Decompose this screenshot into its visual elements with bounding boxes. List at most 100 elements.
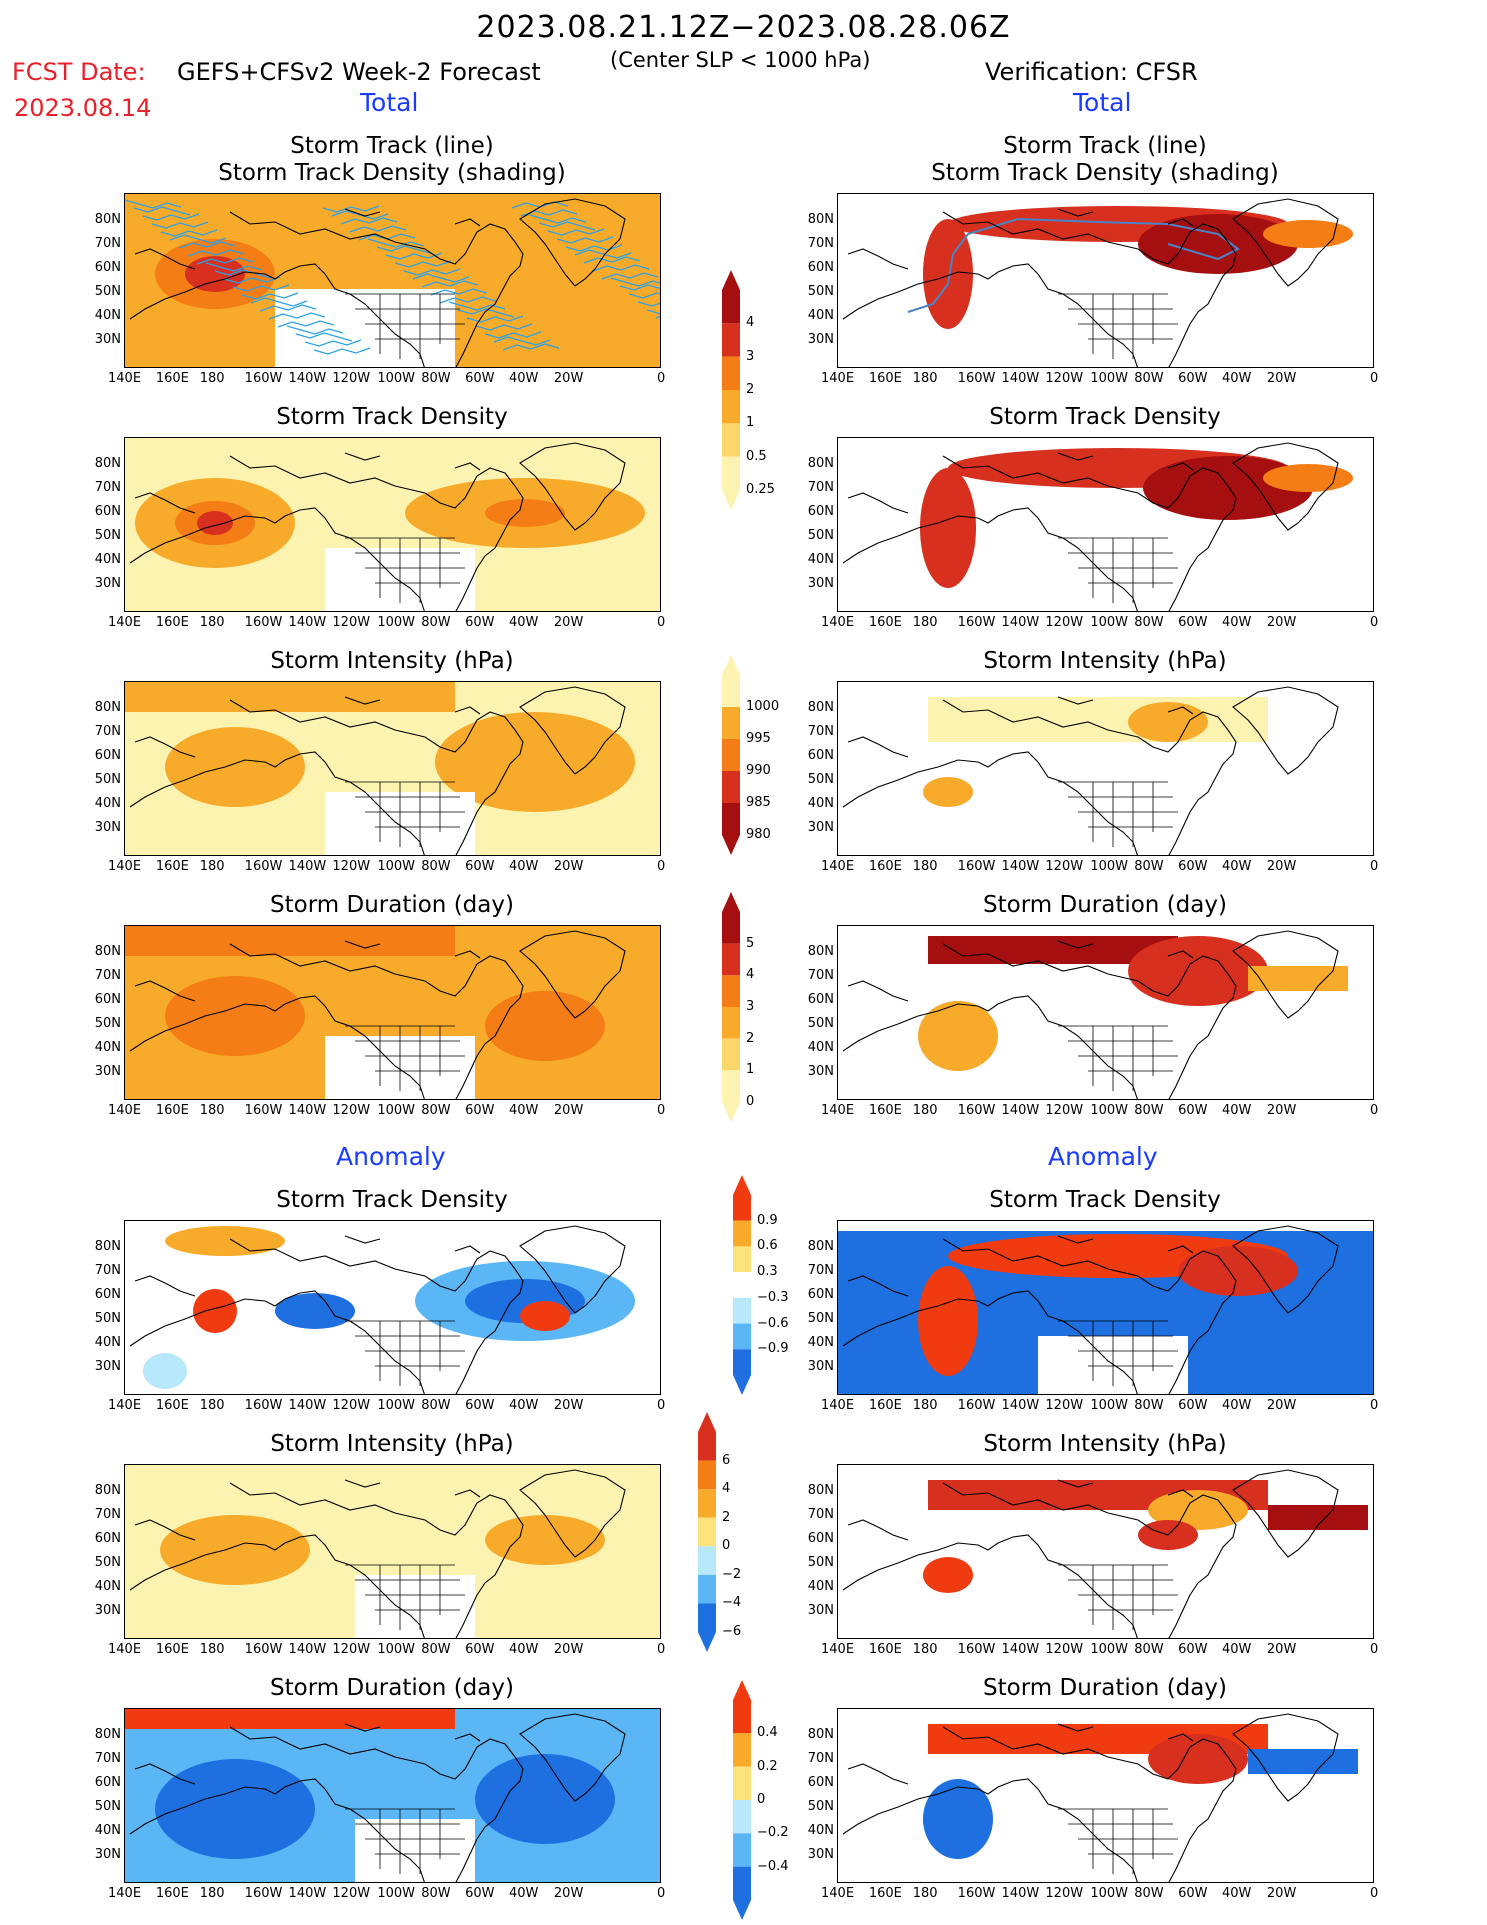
lon-label: 160W (244, 1103, 283, 1118)
lon-label: 160E (155, 371, 189, 386)
lat-label: 30N (807, 1847, 834, 1862)
lon-label: 120W (1045, 1398, 1084, 1413)
storm-track-line (160, 229, 218, 237)
lat-label: 50N (807, 1799, 834, 1814)
lon-label: 160E (868, 1642, 902, 1657)
shade-region (1263, 464, 1353, 492)
lon-label: 160W (244, 1886, 283, 1901)
colorbar-segment (722, 975, 740, 1007)
lon-label: 140E (108, 1398, 142, 1413)
storm-track-line (241, 292, 299, 300)
lat-label: 30N (807, 1064, 834, 1079)
title-l1a: Storm Track (line) (290, 133, 494, 159)
lat-label: 30N (94, 1847, 121, 1862)
lon-label: 160W (244, 1398, 283, 1413)
colorbar-segment (733, 1220, 751, 1247)
storm-track-line (376, 245, 434, 255)
lon-label: 140E (821, 859, 855, 874)
title-r7: Storm Duration (day) (983, 1675, 1227, 1701)
lon-label: 100W (377, 371, 416, 386)
colorbar-label: 4 (746, 967, 755, 983)
lon-label: 120W (1045, 1642, 1084, 1657)
storm-track-line (628, 292, 660, 299)
lon-label: 20W (553, 1103, 584, 1118)
map-panel-r1-left (124, 193, 661, 368)
map-shading (125, 1221, 660, 1394)
shade-region (1148, 1734, 1248, 1784)
lat-label: 50N (807, 772, 834, 787)
lon-label: 140E (108, 859, 142, 874)
lon-label: 60W (1178, 1886, 1208, 1901)
state-borders (345, 1320, 465, 1386)
colorbar-label: 1 (746, 415, 755, 431)
coastline (129, 1469, 626, 1638)
title-l6: Storm Intensity (hPa) (270, 1431, 514, 1457)
lon-label: 20W (553, 615, 584, 630)
lat-label: 60N (807, 260, 834, 275)
lat-label: 80N (807, 1239, 834, 1254)
state-borders (1058, 1564, 1178, 1630)
lon-label: 60W (465, 1398, 495, 1413)
lon-label: 120W (1045, 371, 1084, 386)
map-panel-r3-right (837, 681, 1374, 856)
storm-track-line (250, 297, 308, 307)
colorbar-cap (722, 270, 740, 290)
storm-track-line (502, 343, 560, 351)
lon-label: 20W (1266, 615, 1297, 630)
lon-label: 100W (377, 1642, 416, 1657)
lon-label: 40W (1221, 371, 1252, 386)
storm-track-line (322, 205, 380, 213)
colorbar-segment (722, 1007, 740, 1039)
storm-track-line (466, 315, 524, 323)
lon-label: 80W (421, 1886, 451, 1901)
lat-label: 80N (807, 456, 834, 471)
storm-track-line (529, 214, 587, 224)
lon-label: 40W (508, 371, 539, 386)
lat-label: 40N (94, 1335, 121, 1350)
lon-label: 0 (657, 859, 666, 874)
map-panel-r4-right (837, 925, 1374, 1100)
colorbar-cap (722, 1102, 740, 1122)
storm-track-line (125, 199, 182, 209)
coastline (129, 686, 626, 855)
colorbar-label: 0.6 (757, 1238, 778, 1254)
colorbar-segment (733, 1349, 751, 1375)
lat-label: 30N (807, 576, 834, 591)
lat-label: 40N (807, 1335, 834, 1350)
colorbar-segment (722, 323, 740, 357)
lat-label: 70N (94, 480, 121, 495)
lon-label: 140W (288, 1103, 327, 1118)
shade-region (918, 1001, 998, 1071)
colorbar-label: 0 (722, 1538, 731, 1554)
lon-label: 100W (1090, 859, 1129, 874)
lon-label: 80W (1134, 371, 1164, 386)
storm-track-line (151, 221, 209, 229)
colorbar-segment (722, 739, 740, 771)
map-panel-r5-right (837, 1220, 1374, 1395)
lon-label: 60W (465, 615, 495, 630)
lon-label: 40W (1221, 859, 1252, 874)
lon-label: 180 (199, 1398, 225, 1413)
storm-track-line (178, 241, 236, 249)
coastline (842, 1225, 1339, 1394)
criteria-label: (Center SLP < 1000 hPa) (610, 48, 871, 72)
title-l2: Storm Track Density (276, 404, 508, 430)
storm-track-line (457, 308, 515, 318)
lat-label: 50N (807, 1555, 834, 1570)
shade-region (165, 1226, 285, 1256)
map-panel-r6-left (124, 1464, 661, 1639)
lon-label: 140W (288, 1642, 327, 1657)
lat-label: 30N (94, 332, 121, 347)
lon-label: 40W (1221, 1886, 1252, 1901)
lat-label: 40N (807, 1579, 834, 1594)
state-borders (1058, 293, 1178, 359)
colorbar-segment (722, 771, 740, 803)
lat-label: 50N (807, 1311, 834, 1326)
lon-label: 100W (1090, 1886, 1129, 1901)
colorbar-cap (722, 892, 740, 912)
shade-region (520, 1301, 570, 1331)
shade-region (165, 976, 305, 1056)
lon-label: 160E (155, 859, 189, 874)
lon-label: 0 (657, 1103, 666, 1118)
lon-label: 0 (1370, 371, 1379, 386)
